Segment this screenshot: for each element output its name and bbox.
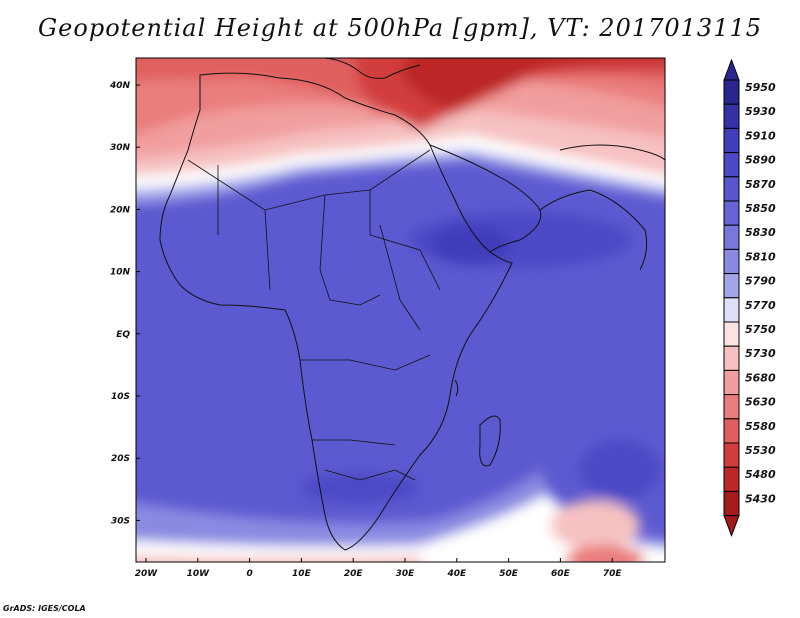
lon-tick-label: 20E — [344, 569, 364, 579]
colorbar-swatch — [723, 273, 740, 299]
colorbar-level-label: 5870 — [745, 178, 776, 191]
colorbar-swatch — [723, 200, 740, 226]
latitude-axis: 40N 30N 20N 10N EQ 10S 20S 30S — [109, 81, 140, 526]
colorbar-swatch — [723, 442, 740, 468]
map-title: Geopotential Height at 500hPa [gpm], VT:… — [38, 14, 762, 42]
grads-credit: GrADS: IGES/COLA — [3, 604, 86, 613]
colorbar-min-arrow — [723, 515, 740, 538]
coastlines — [159, 58, 665, 551]
lat-tick-label: 20S — [111, 454, 130, 464]
lon-tick-label: 0 — [246, 569, 252, 579]
longitude-axis: 20W 10W 0 10E 20E 30E 40E 50E 60E 70E — [135, 558, 623, 579]
lon-tick-label: 60E — [551, 569, 571, 579]
colorbar-level-label: 5790 — [745, 275, 776, 288]
colorbar-level-label: 5890 — [745, 154, 776, 167]
colorbar-level-label: 5730 — [745, 347, 776, 360]
colorbar-swatch — [723, 127, 740, 154]
lon-tick-label: 30E — [396, 569, 416, 579]
colorbar-level-label: 5750 — [745, 323, 776, 336]
colorbar-level-label: 5950 — [745, 81, 776, 94]
lat-tick-label: 20N — [110, 205, 131, 215]
lon-tick-label: 10W — [187, 569, 211, 579]
colorbar-swatch — [723, 418, 740, 444]
lat-tick-label: 10N — [110, 268, 131, 278]
colorbar-swatch — [723, 224, 740, 250]
colorbar-level-label: 5810 — [745, 250, 776, 263]
lon-tick-label: 10E — [292, 569, 312, 579]
colorbar-swatch — [723, 103, 740, 129]
lon-tick-label: 20W — [135, 569, 159, 579]
colorbar-swatch — [723, 369, 740, 396]
colorbar-level-label: 5830 — [745, 226, 776, 239]
colorbar-swatch — [723, 248, 740, 275]
lat-tick-label: 30N — [110, 143, 131, 153]
colorbar-swatch — [723, 176, 740, 202]
colorbar-level-label: 5480 — [745, 468, 776, 481]
colorbar-level-label: 5630 — [745, 396, 776, 409]
lat-tick-label: EQ — [116, 330, 130, 340]
colorbar-level-label: 5850 — [745, 202, 776, 215]
colorbar-level-label: 5930 — [745, 105, 776, 118]
colorbar-swatch — [723, 297, 740, 323]
height-field — [136, 58, 665, 562]
lat-tick-label: 30S — [111, 516, 130, 526]
lat-tick-label: 10S — [111, 392, 130, 402]
colorbar-level-label: 5680 — [745, 371, 776, 384]
colorbar-swatch — [723, 345, 740, 371]
lon-tick-label: 70E — [603, 569, 623, 579]
colorbar-level-label: 5430 — [745, 492, 776, 505]
lon-tick-label: 50E — [499, 569, 519, 579]
colorbar-swatch — [723, 394, 740, 420]
country-borders — [187, 149, 441, 481]
colorbar-swatch — [723, 466, 740, 492]
colorbar-level-label: 5770 — [745, 299, 776, 312]
colorbar-max-arrow — [723, 58, 740, 81]
plot-frame — [135, 57, 666, 563]
lon-tick-label: 40E — [446, 569, 467, 579]
colorbar-level-label: 5530 — [745, 444, 776, 457]
lat-tick-label: 40N — [109, 81, 131, 91]
colorbar-level-label: 5910 — [745, 129, 776, 142]
colorbar-swatch — [723, 321, 740, 347]
colorbar-swatch — [723, 152, 740, 178]
colorbar-swatch — [723, 79, 740, 105]
colorbar-swatch — [723, 490, 740, 517]
colorbar: 5950 5930 5910 5890 5870 5850 5830 5810 5790 5770… — [723, 58, 776, 538]
colorbar-level-label: 5580 — [745, 420, 776, 433]
